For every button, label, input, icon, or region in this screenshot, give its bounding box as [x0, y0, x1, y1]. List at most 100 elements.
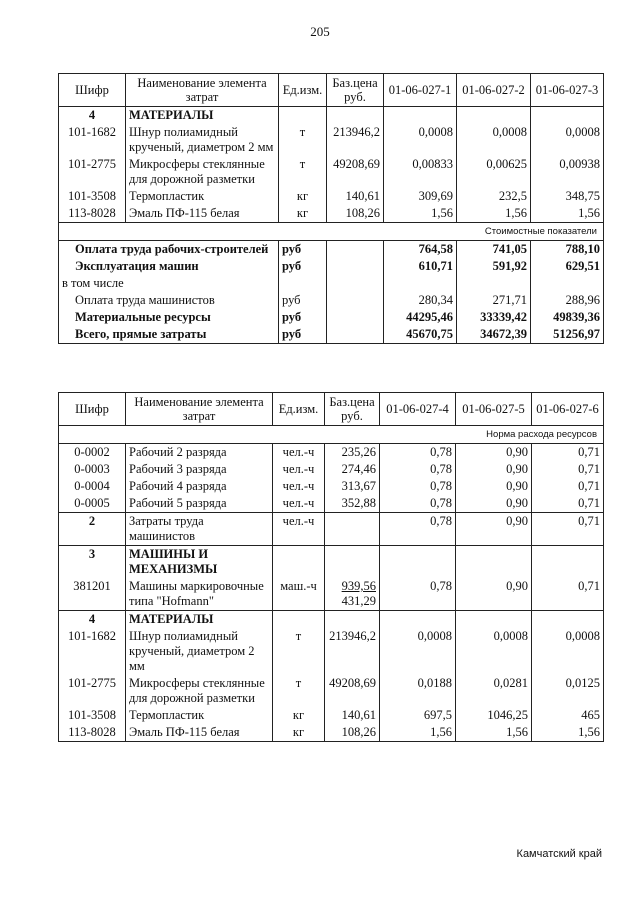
header-cell: Шифр — [58, 392, 126, 426]
cell: МАШИНЫ И МЕХАНИЗМЫ — [125, 545, 273, 578]
cell — [530, 106, 604, 124]
cell: 0,78 — [379, 461, 456, 478]
cell — [326, 106, 384, 124]
cell: 0-0002 — [58, 443, 126, 461]
total-row: Эксплуатация машин руб 610,71 591,92 629,51 — [58, 258, 604, 275]
cell: 0,0008 — [530, 124, 604, 156]
cell: 0,78 — [379, 578, 456, 611]
cell: 0,0008 — [383, 124, 457, 156]
cell: Рабочий 2 разряда — [125, 443, 273, 461]
data-row: 4 МАТЕРИАЛЫ — [58, 106, 604, 124]
cell: Материальные ресурсы — [58, 309, 279, 326]
cell: 0,00833 — [383, 156, 457, 188]
cell: 0,0281 — [455, 675, 532, 707]
data-row: 113-8028 Эмаль ПФ-115 белая кг 108,26 1,56 1,… — [58, 724, 604, 742]
cell: 0,78 — [379, 443, 456, 461]
cell: 0-0004 — [58, 478, 126, 495]
cell: Эмаль ПФ-115 белая — [125, 724, 273, 742]
cell: 0,71 — [531, 512, 604, 546]
cell: 0,0008 — [456, 124, 531, 156]
cell: Микросферы стеклянные для дорожной разме… — [125, 675, 273, 707]
cell — [324, 512, 380, 546]
cell: 213946,2 — [326, 124, 384, 156]
cell: 0,00938 — [530, 156, 604, 188]
cell: 0,71 — [531, 443, 604, 461]
cell — [326, 326, 384, 344]
cell: 0-0005 — [58, 495, 126, 513]
cell: Эксплуатация машин — [58, 258, 279, 275]
resource-table: Шифр Наименование элемента затрат Ед.изм. Б… — [58, 73, 604, 344]
cell — [326, 292, 384, 309]
cell: 271,71 — [456, 292, 531, 309]
cell: чел.-ч — [272, 443, 325, 461]
cell: Затраты труда машинистов — [125, 512, 273, 546]
cell: кг — [272, 724, 325, 742]
cell: Шнур полиамидный крученый, диаметром 2 м… — [125, 124, 279, 156]
cell: т — [272, 675, 325, 707]
cell: 274,46 — [324, 461, 380, 478]
cell: 1,56 — [456, 205, 531, 223]
cell: 0,71 — [531, 461, 604, 478]
cell: Машины маркировочные типа "Hofmann" — [125, 578, 273, 611]
cell: Оплата труда рабочих-строителей — [58, 240, 279, 258]
cell: руб — [278, 240, 327, 258]
cell: 101-1682 — [58, 124, 126, 156]
header-cell: 01-06-027-6 — [531, 392, 604, 426]
header-cell: Ед.изм. — [272, 392, 325, 426]
data-row: 0-0004 Рабочий 4 разряда чел.-ч 313,67 0,78 0… — [58, 478, 604, 495]
cell: 697,5 — [379, 707, 456, 724]
cell-line: 431,29 — [341, 594, 376, 608]
total-row: Материальные ресурсы руб 44295,46 33339,42 4… — [58, 309, 604, 326]
data-row: 101-1682 Шнур полиамидный крученый, диаме… — [58, 628, 604, 675]
cell: 0-0003 — [58, 461, 126, 478]
cell — [278, 106, 327, 124]
total-row: Оплата труда рабочих-строителей руб 764,58… — [58, 240, 604, 258]
cell: кг — [278, 188, 327, 205]
cell: 2 — [58, 512, 126, 546]
header-cell: 01-06-027-2 — [456, 73, 531, 107]
cell: 0,0008 — [455, 628, 532, 675]
cell: кг — [272, 707, 325, 724]
cell: в том числе — [58, 275, 279, 292]
cell: 0,00625 — [456, 156, 531, 188]
cell: МАТЕРИАЛЫ — [125, 610, 273, 628]
cell — [456, 106, 531, 124]
header-cell: Баз.цена руб. — [326, 73, 384, 107]
data-row: 101-2775 Микросферы стеклянные для дорожн… — [58, 156, 604, 188]
cell — [326, 275, 384, 292]
cell — [531, 610, 604, 628]
data-row: 0-0005 Рабочий 5 разряда чел.-ч 352,88 0,78 0… — [58, 495, 604, 513]
cell — [383, 275, 457, 292]
cell: чел.-ч — [272, 512, 325, 546]
cell: 1,56 — [383, 205, 457, 223]
table-body: Шифр Наименование элемента затрат Ед.изм. Б… — [58, 392, 604, 742]
cell: 108,26 — [324, 724, 380, 742]
header-row: Шифр Наименование элемента затрат Ед.изм. Б… — [58, 73, 604, 107]
cell: 348,75 — [530, 188, 604, 205]
cell: 0,0125 — [531, 675, 604, 707]
cell: 352,88 — [324, 495, 380, 513]
cell: 49839,36 — [530, 309, 604, 326]
cell: 101-1682 — [58, 628, 126, 675]
cell: Термопластик — [125, 707, 273, 724]
cell: 140,61 — [324, 707, 380, 724]
cell: 0,90 — [455, 495, 532, 513]
cell — [278, 275, 327, 292]
cell: 45670,75 — [383, 326, 457, 344]
cell — [455, 545, 532, 578]
data-row: 3 МАШИНЫ И МЕХАНИЗМЫ — [58, 545, 604, 578]
cell: 101-3508 — [58, 707, 126, 724]
cell: т — [278, 156, 327, 188]
header-row: Шифр Наименование элемента затрат Ед.изм. Б… — [58, 392, 604, 426]
header-cell: 01-06-027-1 — [383, 73, 457, 107]
cell: 108,26 — [326, 205, 384, 223]
cell: чел.-ч — [272, 495, 325, 513]
cell: 44295,46 — [383, 309, 457, 326]
total-row: в том числе — [58, 275, 604, 292]
resource-table: Шифр Наименование элемента затрат Ед.изм. Б… — [58, 392, 604, 742]
cell: 0,90 — [455, 461, 532, 478]
data-row: 101-3508 Термопластик кг 140,61 309,69 232,5 3… — [58, 188, 604, 205]
page-number: 205 — [310, 24, 330, 39]
cell: 101-2775 — [58, 156, 126, 188]
data-row: 113-8028 Эмаль ПФ-115 белая кг 108,26 1,56 1,… — [58, 205, 604, 223]
